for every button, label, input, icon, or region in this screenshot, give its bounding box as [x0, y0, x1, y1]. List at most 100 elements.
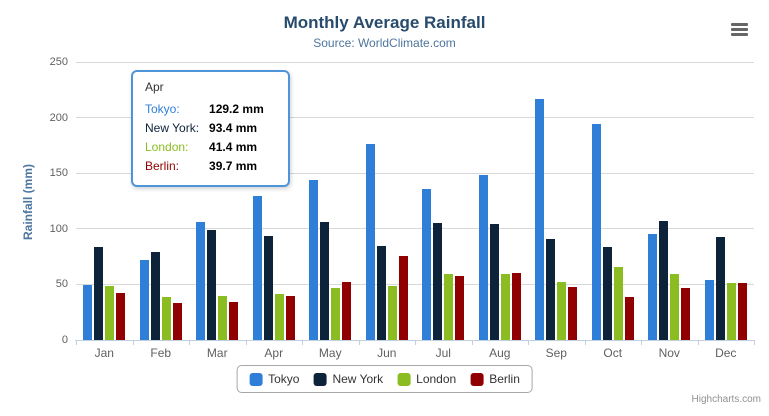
tooltip-series-value: 129.2 mm: [209, 102, 264, 116]
legend-item-berlin[interactable]: Berlin: [470, 372, 520, 386]
x-axis-tick: [528, 340, 529, 345]
bar-tokyo-may[interactable]: [309, 179, 319, 340]
x-axis-label: Sep: [545, 346, 567, 360]
x-axis-label: Nov: [658, 346, 680, 360]
bar-new-york-jul[interactable]: [433, 223, 443, 340]
tooltip-series-value: 41.4 mm: [209, 140, 258, 154]
legend-item-tokyo[interactable]: Tokyo: [249, 372, 299, 386]
chart-title: Monthly Average Rainfall: [283, 13, 486, 32]
bar-london-aug[interactable]: [500, 273, 510, 340]
bar-berlin-sep[interactable]: [568, 287, 578, 340]
bar-tokyo-jul[interactable]: [422, 189, 432, 340]
x-axis-label: Jul: [435, 346, 451, 360]
bar-tokyo-aug[interactable]: [478, 174, 488, 340]
bar-berlin-may[interactable]: [342, 281, 352, 340]
bar-london-dec[interactable]: [726, 283, 736, 340]
tooltip-row: Berlin: 39.7 mm: [145, 157, 264, 176]
bar-new-york-jun[interactable]: [376, 246, 386, 340]
x-axis-label: Oct: [603, 346, 623, 360]
bar-new-york-feb[interactable]: [150, 252, 160, 340]
bar-new-york-nov[interactable]: [659, 221, 669, 340]
y-gridline: [76, 61, 754, 63]
bar-london-jun[interactable]: [387, 286, 397, 340]
tooltip-series-label: New York:: [145, 121, 200, 135]
bar-berlin-feb[interactable]: [172, 303, 182, 340]
x-axis-tick: [358, 340, 360, 345]
x-axis-label: Jun: [377, 346, 397, 360]
tooltip-series-label: Tokyo:: [145, 102, 180, 116]
x-axis-tick: [245, 340, 247, 345]
bar-tokyo-jan[interactable]: [83, 284, 93, 340]
bar-berlin-jun[interactable]: [398, 256, 408, 340]
legend-swatch-icon: [397, 372, 411, 386]
legend-label: New York: [332, 372, 384, 386]
bar-tokyo-nov[interactable]: [648, 233, 658, 340]
bar-tokyo-jun[interactable]: [365, 144, 375, 340]
x-axis-label: Dec: [715, 346, 737, 360]
bar-berlin-oct[interactable]: [624, 296, 634, 340]
bar-berlin-mar[interactable]: [229, 301, 239, 340]
bar-london-oct[interactable]: [613, 267, 623, 340]
bar-berlin-jul[interactable]: [455, 276, 465, 340]
x-axis-label: Apr: [264, 346, 284, 360]
bar-london-sep[interactable]: [557, 281, 567, 340]
x-axis-tick: [697, 340, 699, 345]
bar-new-york-jan[interactable]: [94, 247, 104, 340]
credits-link[interactable]: Highcharts.com: [691, 394, 761, 405]
x-axis-tick: [415, 340, 416, 345]
y-axis-label: 250: [49, 56, 68, 68]
y-axis-label: 150: [49, 167, 68, 180]
bar-berlin-aug[interactable]: [511, 272, 521, 340]
bar-berlin-nov[interactable]: [681, 287, 691, 340]
bar-london-mar[interactable]: [218, 296, 228, 340]
tooltip-series-label: Berlin:: [145, 159, 180, 173]
legend-swatch-icon: [313, 372, 327, 386]
bar-new-york-dec[interactable]: [715, 237, 725, 340]
bar-london-nov[interactable]: [670, 274, 680, 340]
bar-new-york-aug[interactable]: [489, 224, 499, 340]
bar-new-york-mar[interactable]: [207, 230, 217, 340]
bar-tokyo-sep[interactable]: [535, 99, 545, 340]
y-gridline: [76, 117, 754, 119]
x-axis-tick: [641, 340, 642, 345]
y-axis-label: 100: [49, 222, 68, 235]
bar-tokyo-feb[interactable]: [139, 260, 149, 340]
bar-berlin-dec[interactable]: [737, 283, 747, 340]
bar-new-york-apr[interactable]: [263, 236, 273, 340]
y-gridline: [76, 228, 754, 230]
export-menu-icon[interactable]: [731, 23, 748, 36]
bar-london-apr[interactable]: [274, 293, 284, 340]
bar-berlin-jan[interactable]: [116, 292, 126, 340]
legend-item-new-york[interactable]: New York: [313, 372, 383, 386]
bar-london-jul[interactable]: [444, 274, 454, 340]
legend-label: Berlin: [489, 372, 520, 386]
bar-tokyo-apr[interactable]: [252, 196, 262, 340]
bar-new-york-sep[interactable]: [546, 238, 556, 340]
legend-item-london[interactable]: London: [397, 372, 456, 386]
y-axis-label: 50: [55, 278, 68, 291]
bar-london-may[interactable]: [331, 287, 341, 340]
bar-tokyo-mar[interactable]: [196, 221, 206, 340]
bar-berlin-apr[interactable]: [285, 295, 295, 340]
y-gridline: [76, 283, 754, 285]
bar-london-feb[interactable]: [161, 296, 171, 340]
export-menu-icon-bar: [731, 33, 748, 36]
x-axis-tick: [302, 340, 303, 345]
tooltip-series-value: 93.4 mm: [209, 121, 258, 135]
bar-new-york-may[interactable]: [320, 222, 330, 340]
x-axis-tick: [132, 340, 134, 345]
bar-tokyo-dec[interactable]: [704, 279, 714, 340]
legend-label: London: [416, 372, 457, 386]
tooltip-row: New York: 93.4 mm: [145, 119, 264, 138]
y-axis-label: 0: [61, 334, 68, 346]
export-menu-icon-bar: [731, 23, 748, 26]
x-axis-label: Aug: [489, 346, 511, 360]
bar-tokyo-oct[interactable]: [591, 124, 601, 340]
x-axis-label: Feb: [150, 346, 172, 360]
y-gridline: [76, 172, 754, 174]
legend-swatch-icon: [249, 372, 263, 386]
bar-new-york-oct[interactable]: [602, 247, 612, 340]
bar-london-jan[interactable]: [105, 285, 115, 340]
